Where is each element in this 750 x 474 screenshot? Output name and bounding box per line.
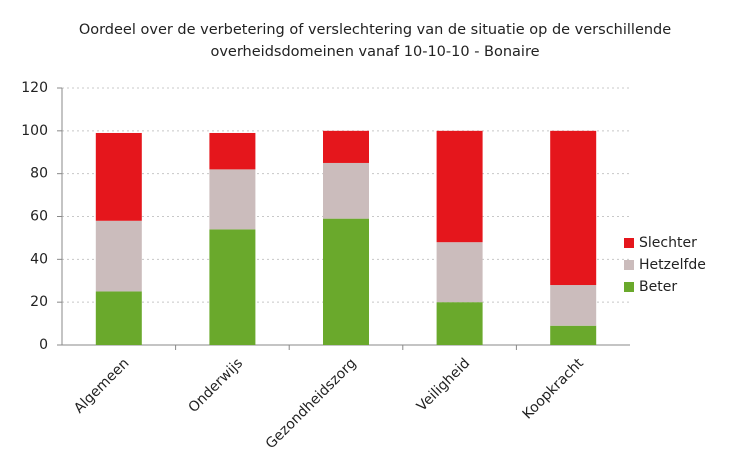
bar-segment: [209, 169, 256, 230]
y-tick-label: 20: [30, 294, 48, 310]
bar-segment: [209, 132, 256, 170]
y-tick-label: 40: [30, 251, 48, 267]
bar-segment: [95, 132, 142, 221]
bar-segment: [95, 220, 142, 292]
legend-swatch: [624, 282, 634, 292]
x-tick-label: Algemeen: [71, 355, 132, 416]
y-tick-label: 0: [39, 337, 48, 353]
chart-title: overheidsdomeinen vanaf 10-10-10 - Bonai…: [210, 44, 539, 60]
legend-swatch: [624, 260, 634, 270]
bar-segment: [436, 242, 483, 303]
bar-segment: [550, 325, 597, 345]
y-tick-label: 60: [30, 209, 48, 225]
x-tick-label: Veiligheid: [414, 355, 473, 414]
x-tick-label: Gezondheidszorg: [263, 355, 360, 452]
bar-segment: [323, 130, 369, 163]
bar-segment: [209, 229, 256, 345]
bar-segment: [436, 302, 483, 345]
bar-segment: [323, 162, 369, 219]
chart-title: Oordeel over de verbetering of verslecht…: [79, 22, 671, 38]
y-tick-label: 120: [21, 80, 48, 96]
legend-label: Hetzelfde: [639, 257, 706, 273]
x-tick-label: Koopkracht: [520, 355, 588, 423]
legend-label: Beter: [639, 279, 677, 295]
bar-segment: [550, 285, 597, 326]
bar-segment: [550, 130, 597, 286]
y-tick-label: 100: [21, 123, 48, 139]
legend-label: Slechter: [639, 235, 697, 251]
x-tick-label: Onderwijs: [185, 355, 246, 416]
bar-segment: [436, 130, 483, 243]
bar-segment: [95, 291, 142, 345]
y-tick-label: 80: [30, 166, 48, 182]
legend-swatch: [624, 238, 634, 248]
bar-segment: [323, 218, 369, 345]
